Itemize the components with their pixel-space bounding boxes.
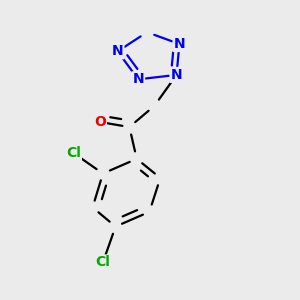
Text: O: O: [94, 115, 106, 129]
Text: Cl: Cl: [95, 256, 110, 269]
Text: N: N: [171, 68, 182, 82]
Text: N: N: [112, 44, 123, 58]
Text: Cl: Cl: [66, 146, 81, 160]
Text: N: N: [174, 37, 185, 51]
Text: N: N: [132, 72, 144, 86]
